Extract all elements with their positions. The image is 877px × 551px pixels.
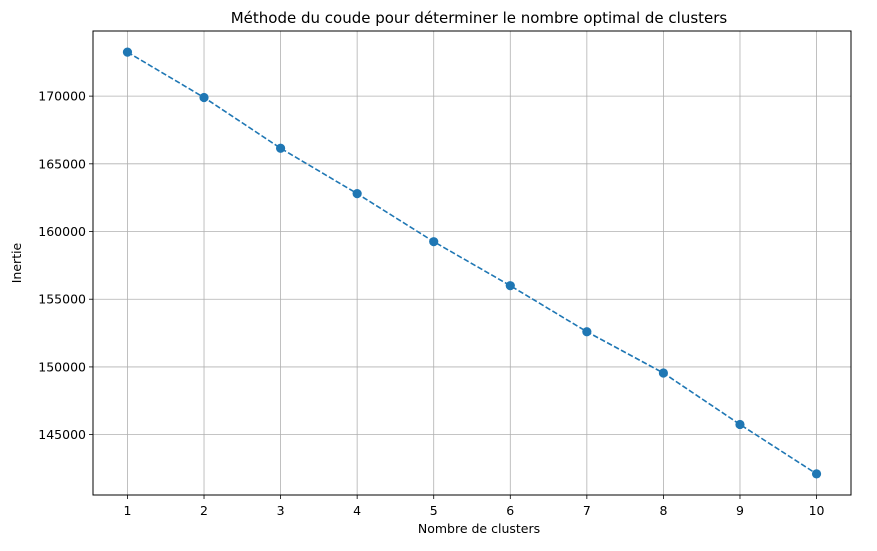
data-point: [122, 47, 133, 57]
data-point: [735, 419, 745, 430]
x-tick-label: 4: [353, 503, 361, 518]
data-point: [505, 281, 515, 291]
x-tick-label: 3: [277, 503, 285, 518]
x-tick-label: 7: [583, 503, 591, 518]
x-tick-label: 1: [123, 503, 131, 518]
x-tick-label: 5: [430, 503, 438, 518]
series-layer: [122, 47, 822, 479]
x-tick-label: 9: [736, 503, 744, 518]
x-axis-label: Nombre de clusters: [418, 521, 540, 536]
x-tick-label: 8: [659, 503, 667, 518]
x-tick-label: 10: [809, 503, 825, 518]
y-tick-label: 160000: [38, 224, 86, 239]
chart-title: Méthode du coude pour déterminer le nomb…: [231, 9, 728, 27]
y-tick-label: 155000: [38, 292, 86, 307]
y-tick-label: 165000: [38, 156, 86, 171]
x-tick-label: 2: [200, 503, 208, 518]
data-point: [658, 368, 669, 378]
data-point: [275, 143, 286, 153]
x-tick-label: 6: [506, 503, 514, 518]
y-axis-label: Inertie: [9, 242, 24, 283]
grid: [93, 31, 851, 495]
data-point: [811, 469, 822, 479]
data-point: [582, 327, 592, 337]
y-tick-label: 150000: [38, 359, 86, 374]
ticks: 1 2 3 4 5 6 7 8 9 10 145000 150000 155000 160000 16500…: [38, 89, 824, 518]
plot-frame: [92, 30, 852, 496]
y-tick-label: 145000: [38, 427, 86, 442]
series-line: [127, 51, 817, 475]
data-point: [429, 237, 439, 247]
data-point: [352, 189, 362, 199]
data-point: [199, 92, 209, 103]
y-tick-label: 170000: [38, 89, 86, 104]
